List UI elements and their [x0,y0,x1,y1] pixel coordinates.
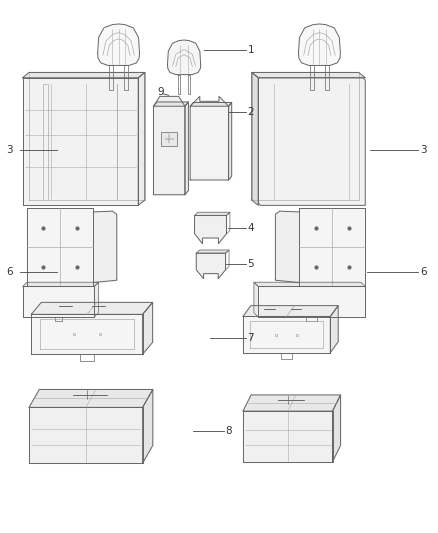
Polygon shape [185,102,188,195]
Polygon shape [31,314,143,354]
Polygon shape [243,395,341,411]
Polygon shape [27,208,93,287]
Polygon shape [194,215,226,244]
Polygon shape [330,305,338,353]
Polygon shape [98,24,140,66]
Polygon shape [23,282,99,287]
Polygon shape [254,282,365,287]
Polygon shape [332,395,341,462]
Polygon shape [243,411,332,462]
Text: 5: 5 [247,259,254,269]
Polygon shape [22,78,138,205]
Polygon shape [22,72,145,78]
Text: 7: 7 [247,333,254,343]
Text: 8: 8 [226,426,232,437]
Polygon shape [254,282,258,317]
Polygon shape [143,302,152,354]
Text: 6: 6 [6,267,13,277]
Polygon shape [23,287,94,317]
Text: 3: 3 [6,144,13,155]
Text: 9: 9 [158,87,164,97]
Polygon shape [143,390,153,463]
Text: 4: 4 [247,223,254,233]
Polygon shape [243,317,330,353]
Polygon shape [153,96,185,195]
Polygon shape [138,72,145,205]
Polygon shape [29,390,153,407]
Polygon shape [31,302,152,314]
Bar [161,132,177,146]
Polygon shape [29,407,143,463]
Polygon shape [298,24,340,66]
Polygon shape [258,78,365,205]
Polygon shape [167,40,201,75]
Polygon shape [252,72,365,78]
Text: 2: 2 [247,107,254,117]
Polygon shape [190,96,229,180]
Polygon shape [196,250,229,253]
Polygon shape [252,72,258,205]
Polygon shape [243,305,338,317]
Polygon shape [258,287,365,317]
Text: 3: 3 [420,144,427,155]
Polygon shape [196,253,226,279]
Polygon shape [153,102,188,106]
Polygon shape [93,211,117,282]
Polygon shape [229,102,232,180]
Polygon shape [94,282,99,317]
Polygon shape [194,212,230,215]
Text: 6: 6 [420,267,427,277]
Polygon shape [299,208,365,287]
Polygon shape [190,102,232,106]
Text: 1: 1 [247,45,254,54]
Polygon shape [276,211,299,282]
